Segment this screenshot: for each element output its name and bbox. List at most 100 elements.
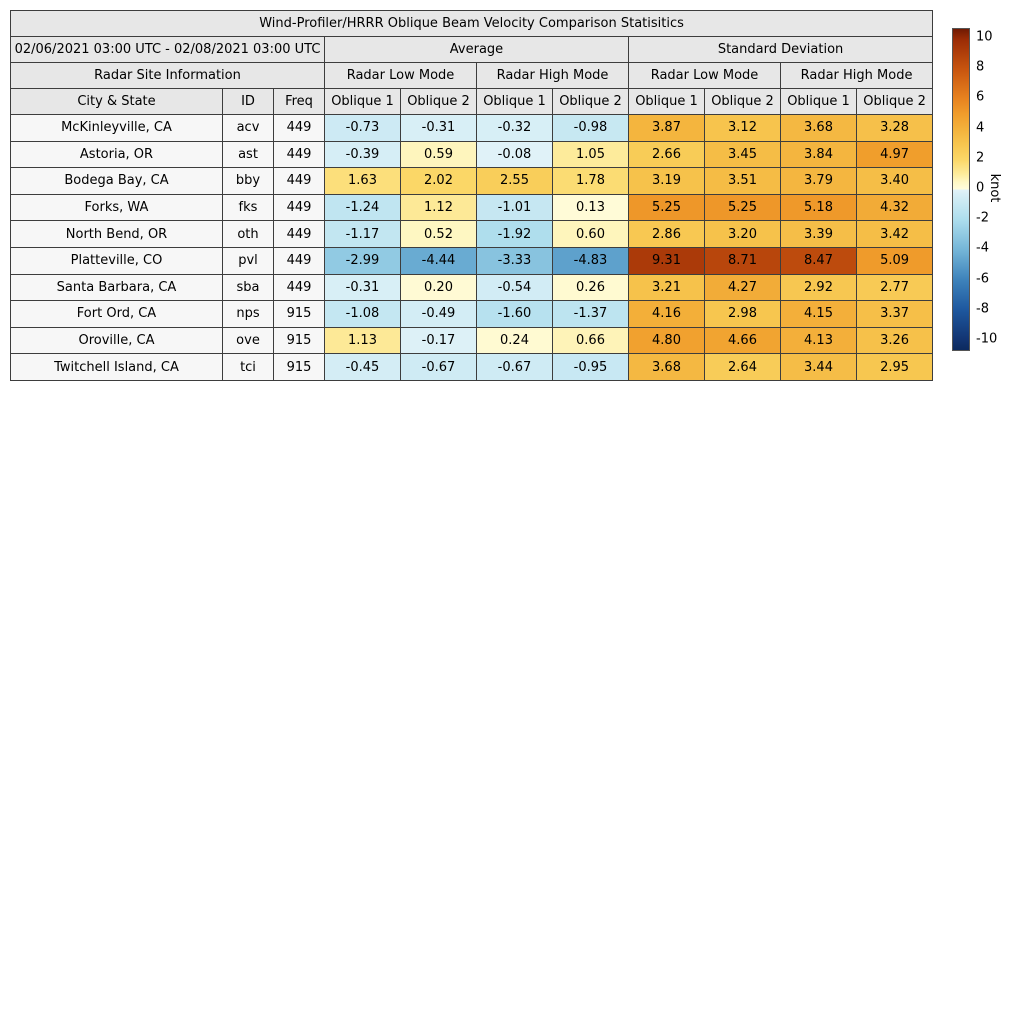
colorbar-tick-label: 4 xyxy=(976,120,985,136)
table-row: Forks, WA fks 449 -1.24 1.12 -1.01 0.13 5.25 5.2… xyxy=(10,193,934,222)
value-cell: -1.92 xyxy=(476,220,553,248)
colorbar-tick-label: -8 xyxy=(976,301,989,317)
site-id-cell: oth xyxy=(222,220,274,248)
value-cell: -1.60 xyxy=(476,300,553,328)
value-cell: -3.33 xyxy=(476,246,553,275)
value-cell: 4.16 xyxy=(628,300,705,328)
city-cell: Santa Barbara, CA xyxy=(10,273,223,302)
oblique1-header: Oblique 1 xyxy=(476,88,553,115)
city-cell: Bodega Bay, CA xyxy=(10,167,223,195)
freq-cell: 915 xyxy=(273,300,325,328)
value-cell: 4.66 xyxy=(704,326,781,355)
value-cell: 9.31 xyxy=(628,246,705,275)
value-cell: 3.51 xyxy=(704,167,781,195)
value-cell: 3.68 xyxy=(628,353,705,381)
value-cell: 4.15 xyxy=(780,300,857,328)
value-cell: 3.37 xyxy=(855,300,934,328)
colorbar-tick-label: 6 xyxy=(976,89,985,105)
freq-cell: 449 xyxy=(273,140,325,169)
value-cell: 3.20 xyxy=(704,220,781,248)
colorbar-tick-label: -2 xyxy=(976,210,989,226)
value-cell: 5.09 xyxy=(855,246,934,275)
table-title: Wind-Profiler/HRRR Oblique Beam Velocity… xyxy=(9,10,934,37)
value-cell: -1.01 xyxy=(476,193,553,222)
site-id-cell: acv xyxy=(222,114,274,142)
value-cell: -0.49 xyxy=(400,300,477,328)
value-cell: -4.44 xyxy=(400,246,477,275)
freq-cell: 915 xyxy=(273,353,325,381)
city-cell: Oroville, CA xyxy=(10,326,223,355)
oblique2-header: Oblique 2 xyxy=(855,88,934,115)
site-id-cell: ast xyxy=(222,140,274,169)
freq-cell: 915 xyxy=(273,326,325,355)
freq-header: Freq xyxy=(273,88,325,115)
section-row: 02/06/2021 03:00 UTC - 02/08/2021 03:00 … xyxy=(10,36,934,63)
site-id-cell: nps xyxy=(222,300,274,328)
table-row: Santa Barbara, CA sba 449 -0.31 0.20 -0.54 0.2… xyxy=(10,273,934,302)
value-cell: 2.98 xyxy=(704,300,781,328)
value-cell: 2.66 xyxy=(628,140,705,169)
site-info-header: Radar Site Information xyxy=(10,62,325,89)
freq-cell: 449 xyxy=(273,273,325,302)
value-cell: -1.37 xyxy=(552,300,629,328)
value-cell: 4.27 xyxy=(704,273,781,302)
value-cell: 0.52 xyxy=(400,220,477,248)
table-row: Fort Ord, CA nps 915 -1.08 -0.49 -1.60 -1.37 4.… xyxy=(10,300,934,328)
colorbar-tick-label: 10 xyxy=(976,29,993,45)
value-cell: 3.40 xyxy=(855,167,934,195)
table-row: Platteville, CO pvl 449 -2.99 -4.44 -3.33 -4.8… xyxy=(10,246,934,275)
city-cell: McKinleyville, CA xyxy=(10,114,223,142)
oblique2-header: Oblique 2 xyxy=(552,88,629,115)
value-cell: 5.25 xyxy=(704,193,781,222)
site-id-cell: tci xyxy=(222,353,274,381)
value-cell: 2.77 xyxy=(855,273,934,302)
table-row: North Bend, OR oth 449 -1.17 0.52 -1.92 0.60 2.… xyxy=(10,220,934,248)
colorbar-unit-label: knot xyxy=(987,173,1002,203)
value-cell: 0.13 xyxy=(552,193,629,222)
id-header: ID xyxy=(222,88,274,115)
value-cell: -4.83 xyxy=(552,246,629,275)
title-row: Wind-Profiler/HRRR Oblique Beam Velocity… xyxy=(9,10,934,37)
value-cell: 4.80 xyxy=(628,326,705,355)
value-cell: 0.24 xyxy=(476,326,553,355)
value-cell: -0.45 xyxy=(324,353,401,381)
value-cell: 3.19 xyxy=(628,167,705,195)
site-id-cell: pvl xyxy=(222,246,274,275)
colorbar-tick-label: 2 xyxy=(976,150,985,166)
table-body: McKinleyville, CA acv 449 -0.73 -0.31 -0.32 -0… xyxy=(10,114,934,381)
city-cell: Twitchell Island, CA xyxy=(10,353,223,381)
value-cell: 1.78 xyxy=(552,167,629,195)
value-cell: 3.26 xyxy=(855,326,934,355)
colorbar-tick-label: -4 xyxy=(976,240,989,256)
city-cell: Platteville, CO xyxy=(10,246,223,275)
value-cell: 8.47 xyxy=(780,246,857,275)
oblique1-header: Oblique 1 xyxy=(324,88,401,115)
table-row: Bodega Bay, CA bby 449 1.63 2.02 2.55 1.78 3.19… xyxy=(10,167,934,195)
value-cell: 0.60 xyxy=(552,220,629,248)
site-id-cell: ove xyxy=(222,326,274,355)
table-row: McKinleyville, CA acv 449 -0.73 -0.31 -0.32 -0… xyxy=(10,114,934,142)
value-cell: 1.13 xyxy=(324,326,401,355)
value-cell: 0.26 xyxy=(552,273,629,302)
value-cell: 4.13 xyxy=(780,326,857,355)
value-cell: 3.44 xyxy=(780,353,857,381)
value-cell: 0.66 xyxy=(552,326,629,355)
value-cell: 2.95 xyxy=(855,353,934,381)
value-cell: 3.84 xyxy=(780,140,857,169)
value-cell: -1.17 xyxy=(324,220,401,248)
city-cell: North Bend, OR xyxy=(10,220,223,248)
site-id-cell: bby xyxy=(222,167,274,195)
value-cell: -0.17 xyxy=(400,326,477,355)
value-cell: 0.20 xyxy=(400,273,477,302)
value-cell: -1.24 xyxy=(324,193,401,222)
value-cell: -0.98 xyxy=(552,114,629,142)
period-cell: 02/06/2021 03:00 UTC - 02/08/2021 03:00 … xyxy=(10,36,325,63)
table-row: Oroville, CA ove 915 1.13 -0.17 0.24 0.66 4.80 4… xyxy=(10,326,934,355)
std-high-mode-header: Radar High Mode xyxy=(779,62,934,89)
value-cell: 2.92 xyxy=(780,273,857,302)
value-cell: 5.25 xyxy=(628,193,705,222)
oblique2-header: Oblique 2 xyxy=(704,88,781,115)
value-cell: -0.95 xyxy=(552,353,629,381)
colorbar: 10 8 6 4 2 0 -2 -4 -6 -8 -10 knot xyxy=(952,28,1024,351)
